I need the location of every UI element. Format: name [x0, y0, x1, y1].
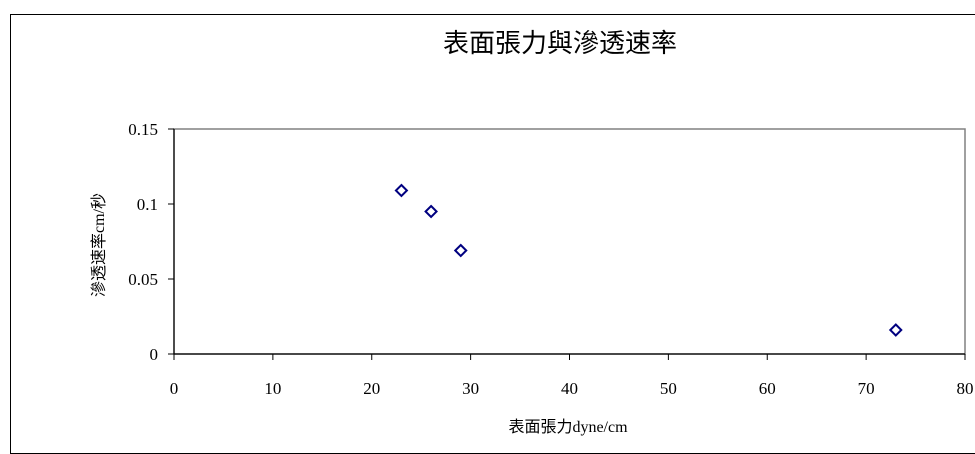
plot-area	[173, 128, 966, 355]
data-point	[888, 323, 903, 337]
tick-labels: 0 10 20 30 40 50 60 70 80 0 0.05 0.1 0.15	[128, 120, 973, 398]
x-tick-label: 0	[170, 379, 179, 398]
y-tick-label: 0.1	[137, 195, 158, 214]
x-axis-label: 表面張力dyne/cm	[508, 418, 628, 436]
data-points	[394, 183, 903, 337]
y-tick-label: 0.05	[128, 270, 158, 289]
x-tick-label: 10	[264, 379, 281, 398]
data-point	[394, 183, 409, 198]
x-tick-label: 40	[561, 379, 578, 398]
x-tick-label: 20	[363, 379, 380, 398]
x-tick-label: 60	[759, 379, 776, 398]
x-tick-label: 30	[462, 379, 479, 398]
x-tick-label: 70	[858, 379, 875, 398]
data-point	[424, 204, 438, 219]
x-tick-label: 80	[957, 379, 974, 398]
y-axis-label: 滲透速率cm/秒	[90, 193, 108, 297]
chart-title: 表面張力與滲透速率	[443, 29, 677, 58]
axes	[168, 128, 966, 360]
data-point	[453, 243, 468, 258]
y-tick-label: 0	[150, 345, 159, 364]
x-tick-label: 50	[660, 379, 677, 398]
chart-frame	[10, 14, 975, 454]
y-tick-label: 0.15	[128, 120, 158, 139]
